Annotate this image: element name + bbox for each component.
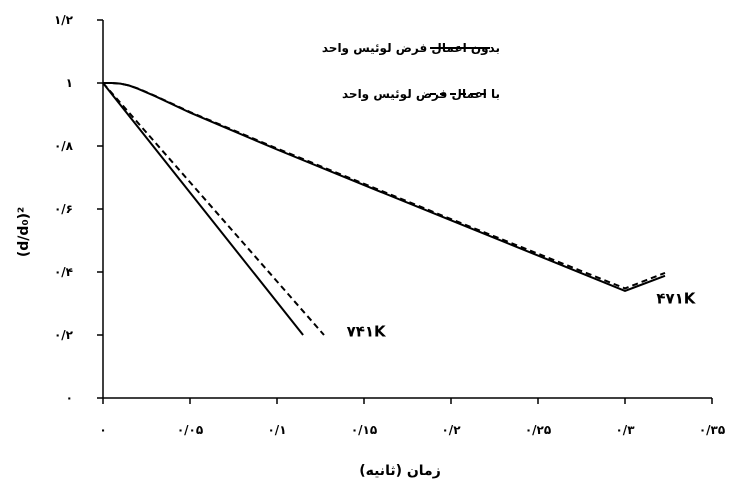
y-tick-label: ۱: [66, 76, 73, 90]
y-tick-label: ۰: [66, 391, 73, 405]
y-tick-label: ۱/۲: [54, 13, 74, 27]
y-tick-label: ۰/۲: [54, 328, 74, 342]
annotations: ۷۴۱K ۴۷۱K: [347, 290, 697, 341]
x-tick-label: ۰/۳: [615, 423, 635, 437]
annotation-label: ۴۷۱K: [656, 290, 696, 308]
x-tick-label: ۰: [99, 423, 106, 437]
x-ticks: ۰ ۰/۰۵ ۰/۱ ۰/۱۵ ۰/۲ ۰/۲۵ ۰/۳ ۰/۳۵: [99, 398, 725, 437]
x-tick-label: ۰/۱۵: [351, 423, 377, 437]
x-tick-label: ۰/۳۵: [699, 423, 725, 437]
series-group: [102, 82, 666, 336]
legend: بدون اعمال فرض لوئیس واحد با اعمال فرض ل…: [322, 41, 500, 102]
y-tick-label: ۰/۸: [54, 139, 74, 153]
annotation-label: ۷۴۱K: [347, 323, 387, 341]
series-line-solid-471K: [103, 82, 666, 292]
y-tick-label: ۰/۶: [54, 202, 73, 216]
series-line-dashed-471K: [103, 82, 666, 290]
legend-label-dashed: با اعمال فرض لوئیس واحد: [342, 87, 500, 102]
y-ticks: ۰ ۰/۲ ۰/۴ ۰/۶ ۰/۸ ۱ ۱/۲: [54, 13, 103, 405]
x-tick-label: ۰/۲۵: [525, 423, 551, 437]
legend-label-solid: بدون اعمال فرض لوئیس واحد: [322, 41, 500, 56]
series-line-dashed-741K: [102, 82, 325, 336]
y-tick-label: ۰/۴: [54, 265, 73, 279]
x-tick-label: ۰/۲: [441, 423, 461, 437]
x-tick-label: ۰/۰۵: [177, 423, 203, 437]
plot-area: ۰ ۰/۰۵ ۰/۱ ۰/۱۵ ۰/۲ ۰/۲۵ ۰/۳ ۰/۳۵ ۰ ۰/۲ ۰/۴ ۰/۶ ۰/۸…: [54, 13, 725, 437]
y-axis-title: (d/d₀)²: [16, 207, 32, 257]
x-tick-label: ۰/۱: [267, 423, 286, 437]
x-axis-title: زمان (ثانیه): [359, 463, 441, 479]
series-line-solid-741K: [102, 82, 304, 336]
